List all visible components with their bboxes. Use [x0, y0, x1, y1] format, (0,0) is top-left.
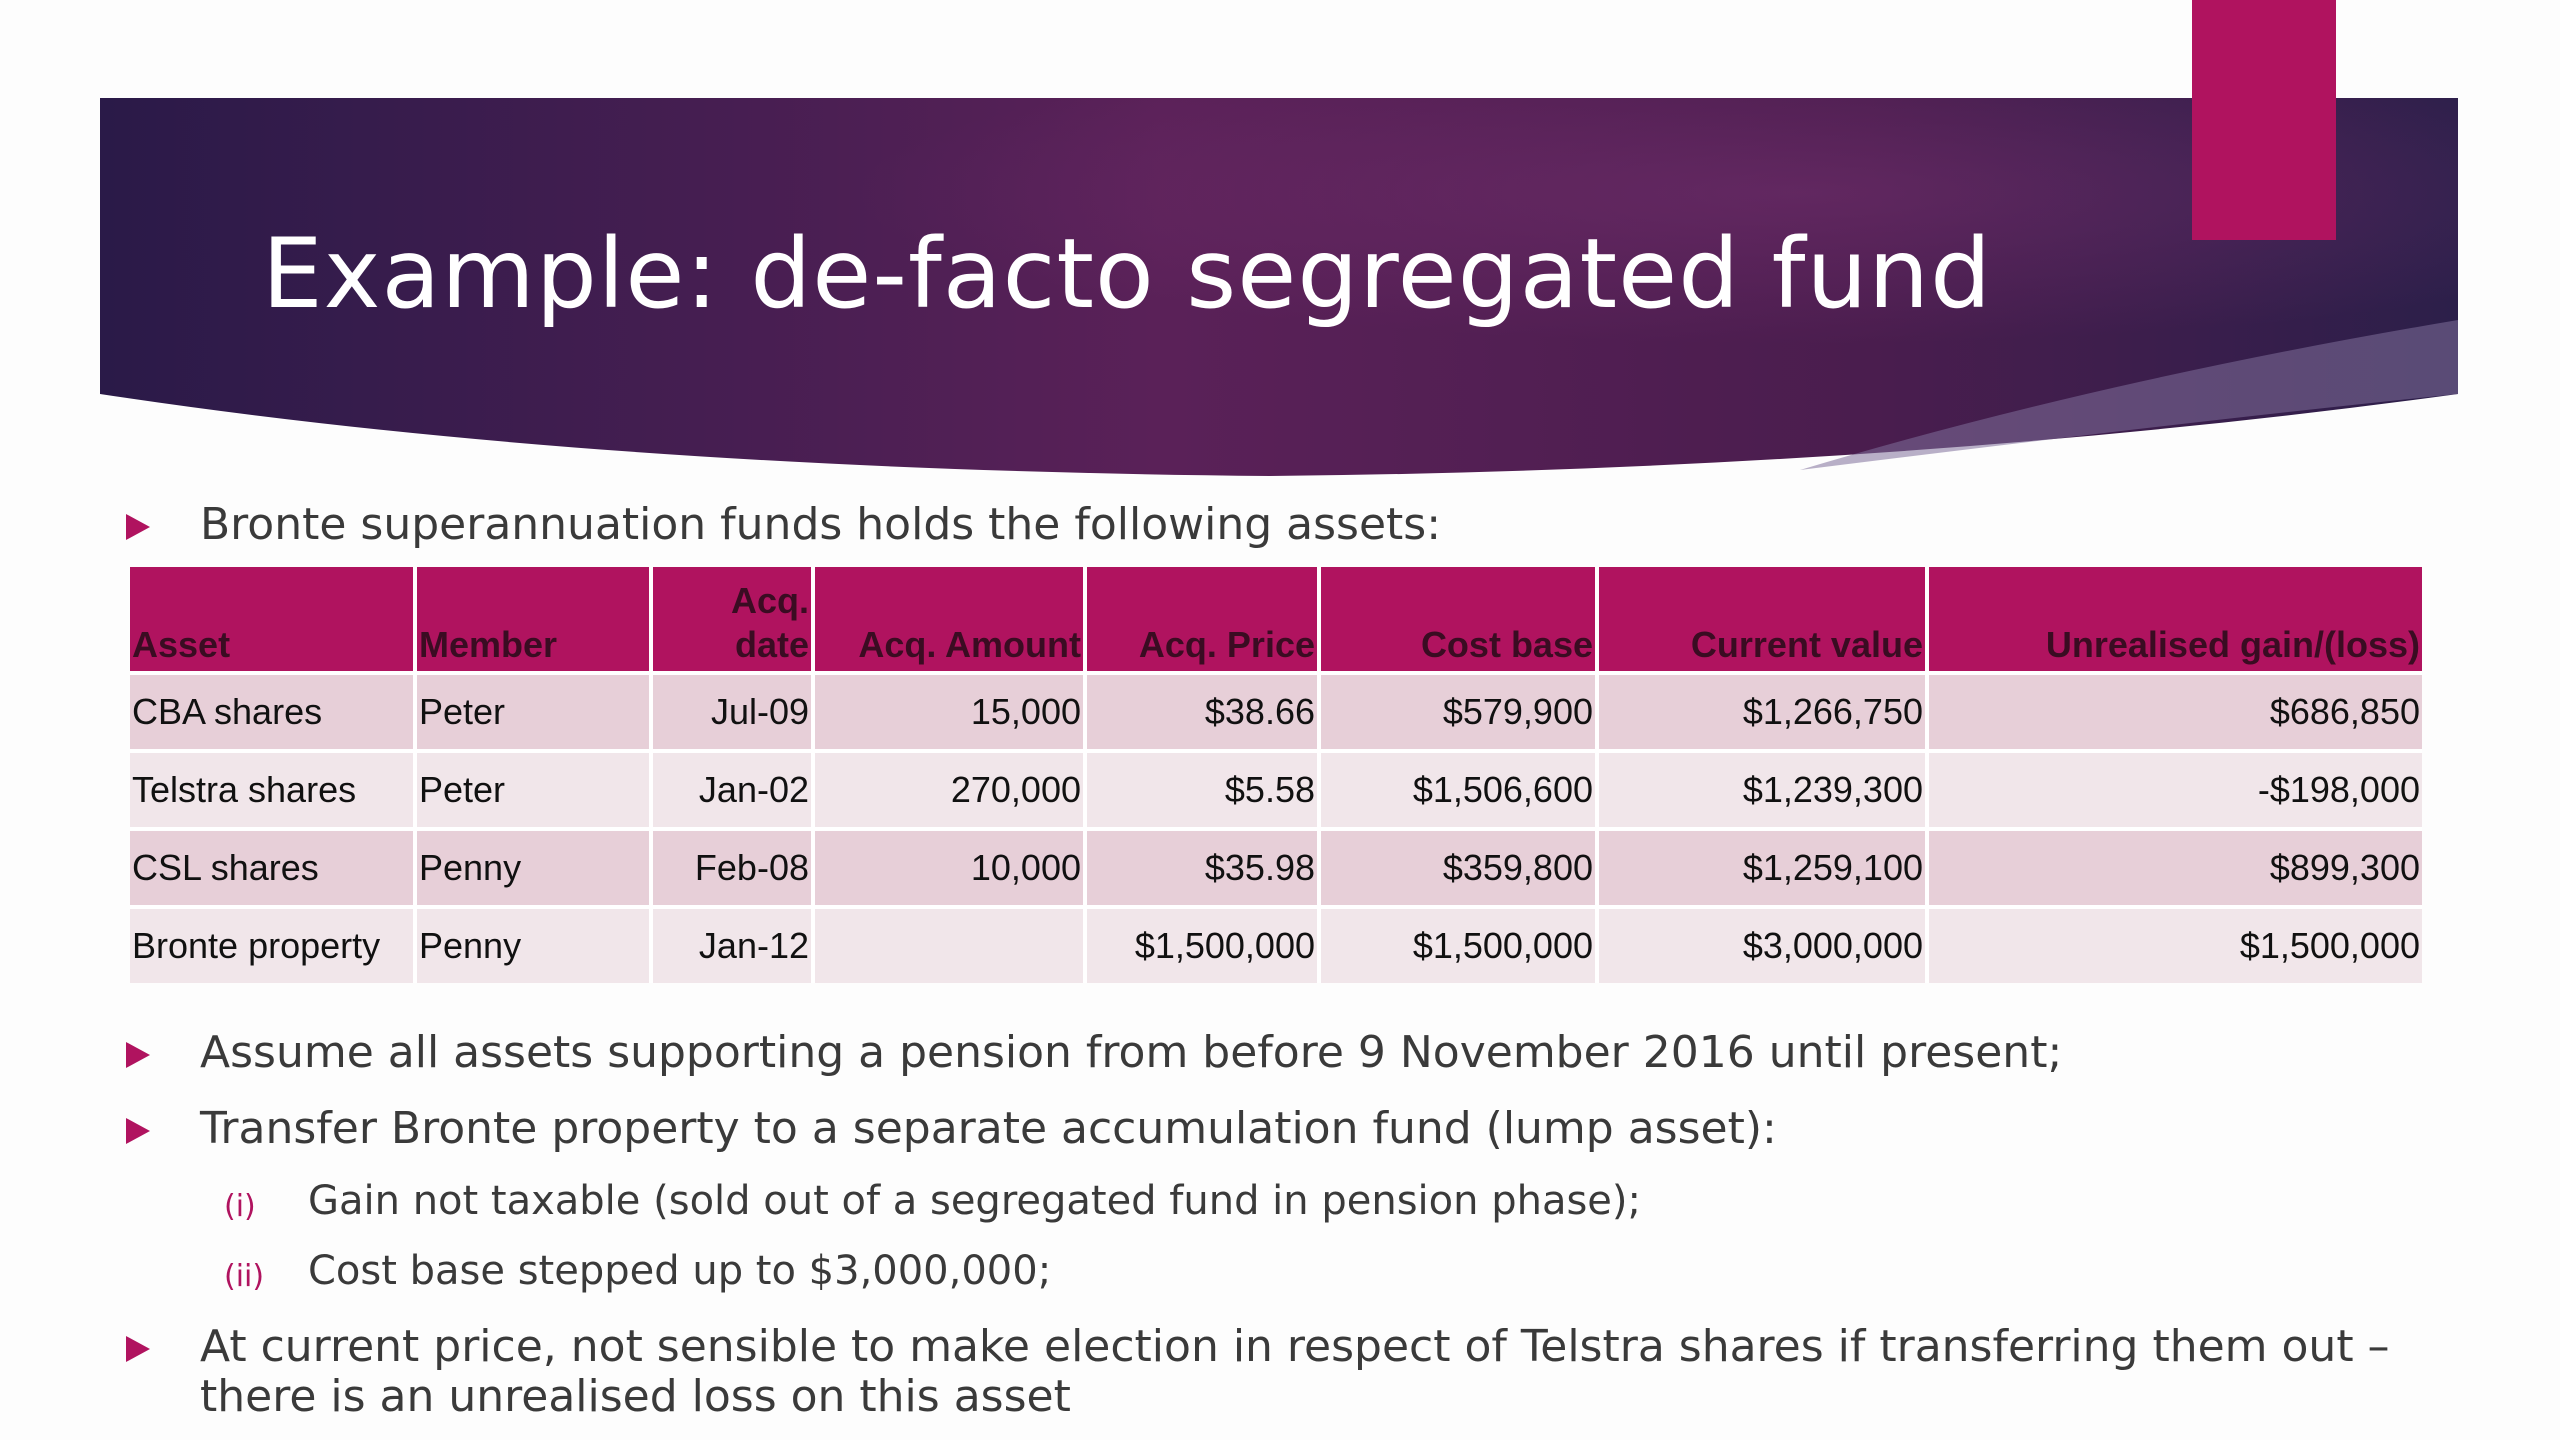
header-unrealised-gain: Unrealised gain/(loss): [1927, 567, 2422, 673]
bullet-arrow-icon: [126, 1042, 150, 1068]
header-cost-base: Cost base: [1319, 567, 1599, 673]
subpoint-2-text: Cost base stepped up to $3,000,000;: [308, 1248, 1052, 1294]
bullet-arrow-icon: [126, 1118, 150, 1144]
table-header-row: Asset Member Acq. date Acq. Amount Acq. …: [130, 567, 2422, 673]
cell-acq-amount: 15,000: [813, 671, 1087, 751]
cell-acq-price: $5.58: [1085, 749, 1321, 829]
subpoint-1-text: Gain not taxable (sold out of a segregat…: [308, 1178, 1641, 1224]
accent-tab: [2192, 0, 2336, 240]
header-acq-amount: Acq. Amount: [813, 567, 1087, 673]
title-banner: [100, 0, 2458, 476]
table-row: CBA shares Peter Jul-09 15,000 $38.66 $5…: [130, 671, 2422, 751]
header-acq-date-line2: date: [734, 624, 809, 665]
table-row: Bronte property Penny Jan-12 $1,500,000 …: [130, 905, 2422, 983]
cell-acq-amount: 10,000: [813, 827, 1087, 907]
cell-acq-date: Jan-12: [651, 905, 815, 983]
cell-unrealised-gain: $899,300: [1927, 827, 2422, 907]
cell-cost-base: $1,506,600: [1319, 749, 1599, 829]
cell-cost-base: $579,900: [1319, 671, 1599, 751]
cell-acq-amount: [813, 905, 1087, 983]
cell-cost-base: $359,800: [1319, 827, 1599, 907]
bullet-transfer-text: Transfer Bronte property to a separate a…: [200, 1103, 1777, 1154]
cell-acq-date: Jul-09: [651, 671, 815, 751]
bullet-assume-text: Assume all assets supporting a pension f…: [200, 1027, 2063, 1078]
header-asset: Asset: [130, 567, 417, 673]
cell-asset: Bronte property: [130, 905, 417, 983]
cell-current-value: $3,000,000: [1597, 905, 1929, 983]
header-acq-price: Acq. Price: [1085, 567, 1321, 673]
cell-asset: Telstra shares: [130, 749, 417, 829]
cell-current-value: $1,266,750: [1597, 671, 1929, 751]
table-row: CSL shares Penny Feb-08 10,000 $35.98 $3…: [130, 827, 2422, 907]
assets-table: Asset Member Acq. date Acq. Amount Acq. …: [130, 567, 2422, 983]
cell-cost-base: $1,500,000: [1319, 905, 1599, 983]
cell-acq-date: Feb-08: [651, 827, 815, 907]
slide-title: Example: de-facto segregated fund: [262, 218, 1993, 330]
cell-acq-amount: 270,000: [813, 749, 1087, 829]
cell-member: Penny: [415, 827, 653, 907]
header-acq-date: Acq. date: [651, 567, 815, 673]
cell-unrealised-gain: $686,850: [1927, 671, 2422, 751]
bullet-intro-text: Bronte superannuation funds holds the fo…: [200, 499, 1442, 550]
cell-unrealised-gain: -$198,000: [1927, 749, 2422, 829]
cell-acq-price: $38.66: [1085, 671, 1321, 751]
cell-member: Penny: [415, 905, 653, 983]
header-acq-date-line1: Acq.: [730, 580, 809, 621]
cell-asset: CBA shares: [130, 671, 417, 751]
cell-unrealised-gain: $1,500,000: [1927, 905, 2422, 983]
header-current-value: Current value: [1597, 567, 1929, 673]
cell-member: Peter: [415, 671, 653, 751]
table-row: Telstra shares Peter Jan-02 270,000 $5.5…: [130, 749, 2422, 829]
bullet-telstra-text: At current price, not sensible to make e…: [200, 1321, 2390, 1422]
cell-acq-price: $35.98: [1085, 827, 1321, 907]
header-member: Member: [415, 567, 653, 673]
cell-current-value: $1,259,100: [1597, 827, 1929, 907]
bullet-arrow-icon: [126, 1336, 150, 1362]
cell-asset: CSL shares: [130, 827, 417, 907]
cell-acq-price: $1,500,000: [1085, 905, 1321, 983]
bullet-arrow-icon: [126, 514, 150, 540]
cell-acq-date: Jan-02: [651, 749, 815, 829]
subpoint-1-number: (i): [224, 1189, 256, 1224]
subpoint-2-number: (ii): [224, 1259, 265, 1294]
cell-member: Peter: [415, 749, 653, 829]
cell-current-value: $1,239,300: [1597, 749, 1929, 829]
